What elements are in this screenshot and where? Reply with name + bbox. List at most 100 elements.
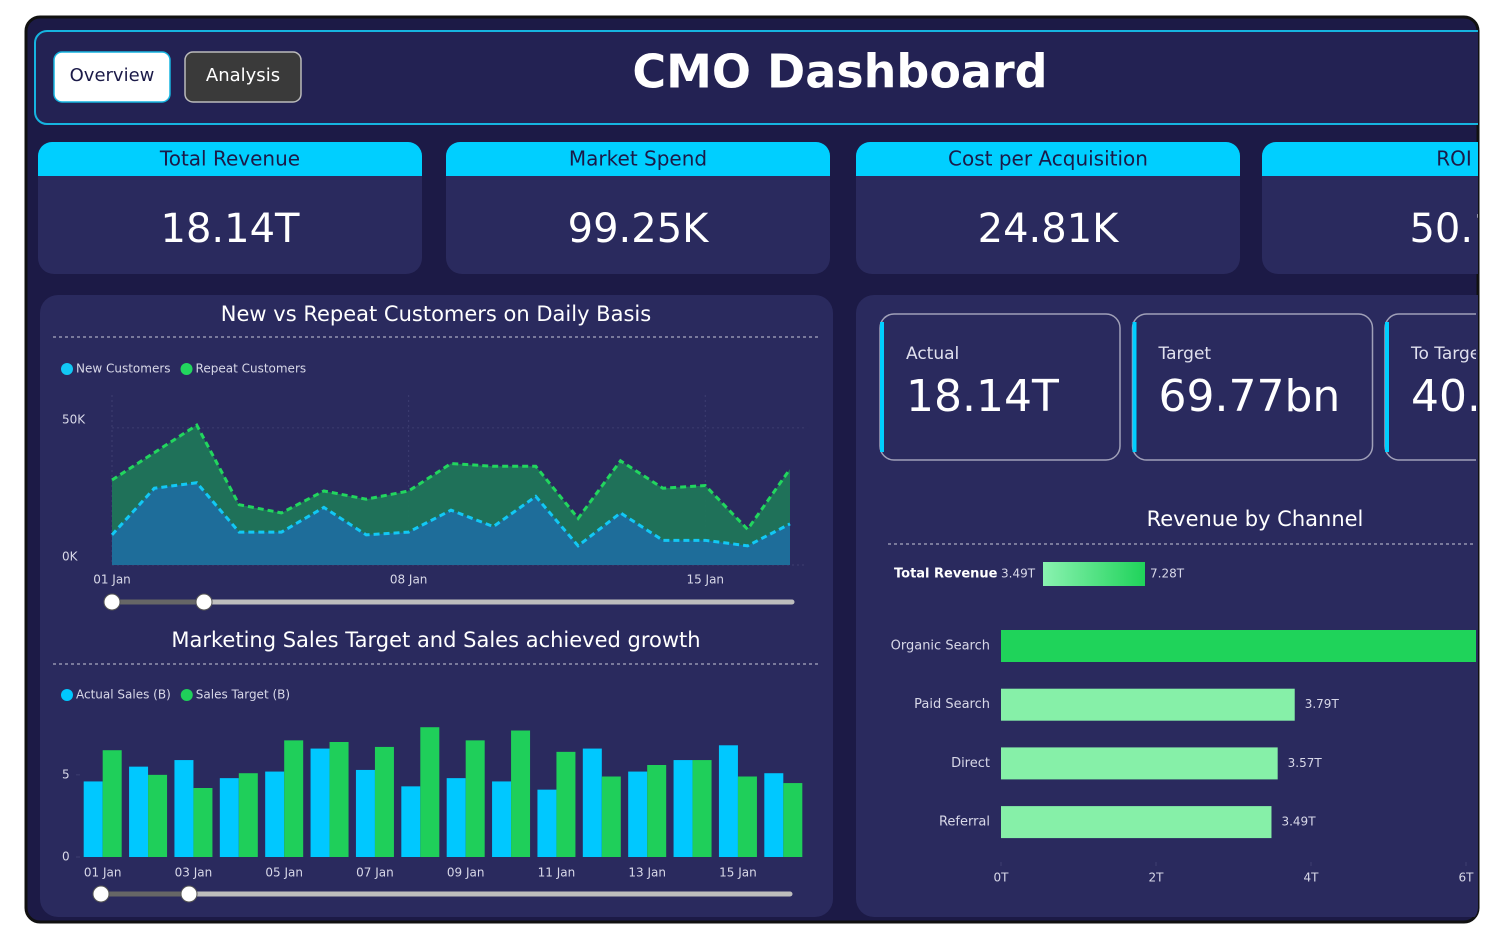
x-tick-label: 03 Jan	[175, 866, 213, 880]
kpi-card-header	[856, 160, 1240, 176]
bar	[310, 748, 330, 857]
slider-thumb[interactable]	[195, 593, 213, 611]
value-label: 3.79T	[1305, 697, 1340, 711]
bar	[420, 727, 440, 857]
y-tick-label: 50K	[62, 412, 86, 426]
legend-label: Sales Target (B)	[196, 688, 290, 702]
bar	[284, 740, 304, 857]
slicer-max: 7.28T	[1150, 567, 1185, 581]
x-tick-label: 01 Jan	[84, 866, 122, 880]
bar	[764, 773, 784, 857]
bar	[265, 771, 285, 857]
x-tick-label: 07 Jan	[356, 866, 394, 880]
kpi-value: 18.14T	[161, 206, 301, 252]
kpi-card-header	[446, 160, 830, 176]
bar	[511, 730, 531, 857]
bar	[374, 746, 394, 857]
target-value: 18.14T	[906, 371, 1059, 422]
slider-thumb[interactable]	[180, 885, 198, 903]
kpi-value: 24.81K	[978, 206, 1121, 252]
tab-label: Overview	[70, 65, 155, 86]
bar	[83, 781, 103, 857]
legend-label: Actual Sales (B)	[76, 688, 171, 702]
y-tick-label: Direct	[951, 756, 990, 771]
legend-label: New Customers	[76, 362, 171, 376]
y-tick-label: 0K	[62, 550, 79, 564]
x-tick-label: 15 Jan	[686, 573, 724, 587]
chart-title: Revenue by Channel	[1147, 507, 1364, 531]
bar	[174, 760, 194, 857]
x-tick-label: 08 Jan	[390, 573, 428, 587]
left-panel	[40, 295, 833, 917]
header-bar	[34, 30, 1478, 125]
value-label: 3.57T	[1288, 756, 1323, 770]
series-line	[110, 481, 791, 548]
y-tick-label: Paid Search	[914, 697, 990, 712]
legend-marker	[180, 689, 193, 701]
legend-label: Repeat Customers	[196, 362, 307, 376]
legend-marker	[61, 363, 73, 375]
target-value: 69.77bn	[1159, 371, 1341, 422]
slicer-range[interactable]	[1043, 562, 1145, 586]
bar	[537, 789, 557, 857]
bar	[219, 778, 239, 857]
bar	[601, 776, 621, 857]
series-line	[111, 423, 792, 532]
kpi-label: Cost per Acquisition	[948, 147, 1148, 171]
bar	[102, 750, 122, 857]
bar	[1001, 688, 1295, 721]
tab-button[interactable]	[184, 51, 302, 103]
dashboard-title: CMO Dashboard	[632, 45, 1047, 99]
y-tick-label: 5	[62, 767, 70, 781]
target-label: Target	[1158, 344, 1212, 364]
x-tick-label: 6T	[1459, 871, 1475, 885]
bar	[238, 773, 258, 857]
kpi-value: 50.1	[1409, 206, 1498, 252]
target-value: 40.	[1411, 371, 1481, 422]
legend-marker	[61, 689, 73, 701]
right-content: Actual 18.14T Target 69.77bn To Target 40. Rev…	[879, 313, 1487, 885]
value-label: 3.49T	[1281, 815, 1316, 829]
y-tick-label: 0	[62, 850, 70, 864]
bar	[401, 786, 421, 857]
x-tick-label: 15 Jan	[719, 866, 757, 880]
bar	[582, 748, 602, 857]
card-accent	[1385, 322, 1389, 452]
kpi-card-header	[1262, 160, 1478, 176]
content: Overview Analysis CMO Dashboard Total Reven…	[34, 30, 1498, 917]
slicer-label: Total Revenue	[894, 567, 998, 582]
bar	[647, 765, 667, 857]
x-tick-label: 13 Jan	[628, 866, 666, 880]
tab-button[interactable]	[53, 51, 171, 103]
bar	[718, 745, 738, 857]
x-tick-label: 09 Jan	[447, 866, 485, 880]
card-accent	[1132, 322, 1137, 452]
bar	[148, 774, 168, 857]
bar	[355, 769, 375, 857]
bar	[446, 778, 466, 857]
kpi-label: Total Revenue	[159, 147, 300, 171]
x-tick-label: 05 Jan	[265, 866, 303, 880]
kpi-card-header	[38, 160, 422, 176]
bar	[129, 766, 149, 857]
chart-title: New vs Repeat Customers on Daily Basis	[221, 302, 651, 326]
y-tick-label: Organic Search	[891, 639, 990, 654]
card-accent	[880, 322, 884, 452]
slider-thumb[interactable]	[103, 593, 121, 611]
slider-thumb[interactable]	[92, 885, 110, 903]
bar	[1001, 630, 1476, 662]
bar	[737, 776, 757, 857]
kpi-value: 99.25K	[568, 206, 711, 252]
tab-label: Analysis	[206, 65, 280, 86]
bar	[783, 783, 803, 857]
bar	[193, 788, 213, 857]
kpi-label: ROI	[1436, 147, 1472, 171]
x-tick-label: 2T	[1149, 871, 1165, 885]
target-label: To Target	[1410, 344, 1487, 364]
bar	[673, 760, 693, 857]
area-fill	[112, 482, 790, 565]
x-tick-label: 4T	[1304, 871, 1320, 885]
bar	[556, 751, 576, 857]
y-tick-label: Referral	[939, 815, 990, 830]
